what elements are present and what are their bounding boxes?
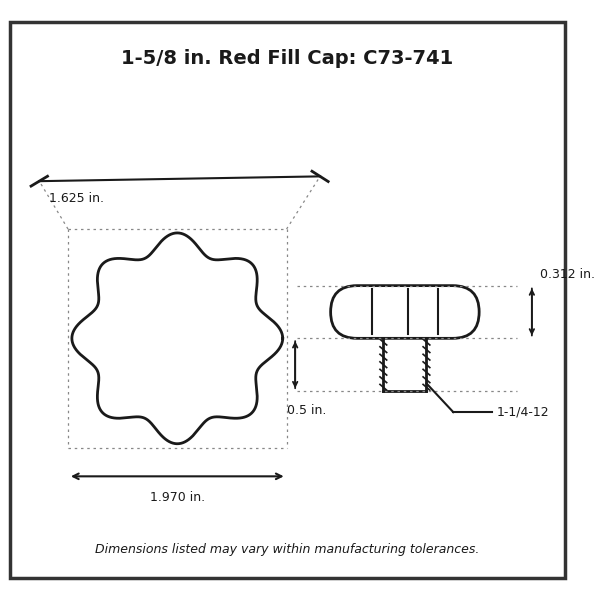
Text: 1.625 in.: 1.625 in. xyxy=(49,192,104,205)
Text: 1.970 in.: 1.970 in. xyxy=(150,491,205,504)
FancyBboxPatch shape xyxy=(331,286,479,338)
Text: 0.312 in.: 0.312 in. xyxy=(539,268,595,281)
Text: 0.5 in.: 0.5 in. xyxy=(287,404,327,417)
Text: 1-1/4-12: 1-1/4-12 xyxy=(496,406,549,419)
Text: Dimensions listed may vary within manufacturing tolerances.: Dimensions listed may vary within manufa… xyxy=(95,542,479,556)
Text: 1-5/8 in. Red Fill Cap: C73-741: 1-5/8 in. Red Fill Cap: C73-741 xyxy=(121,49,454,68)
